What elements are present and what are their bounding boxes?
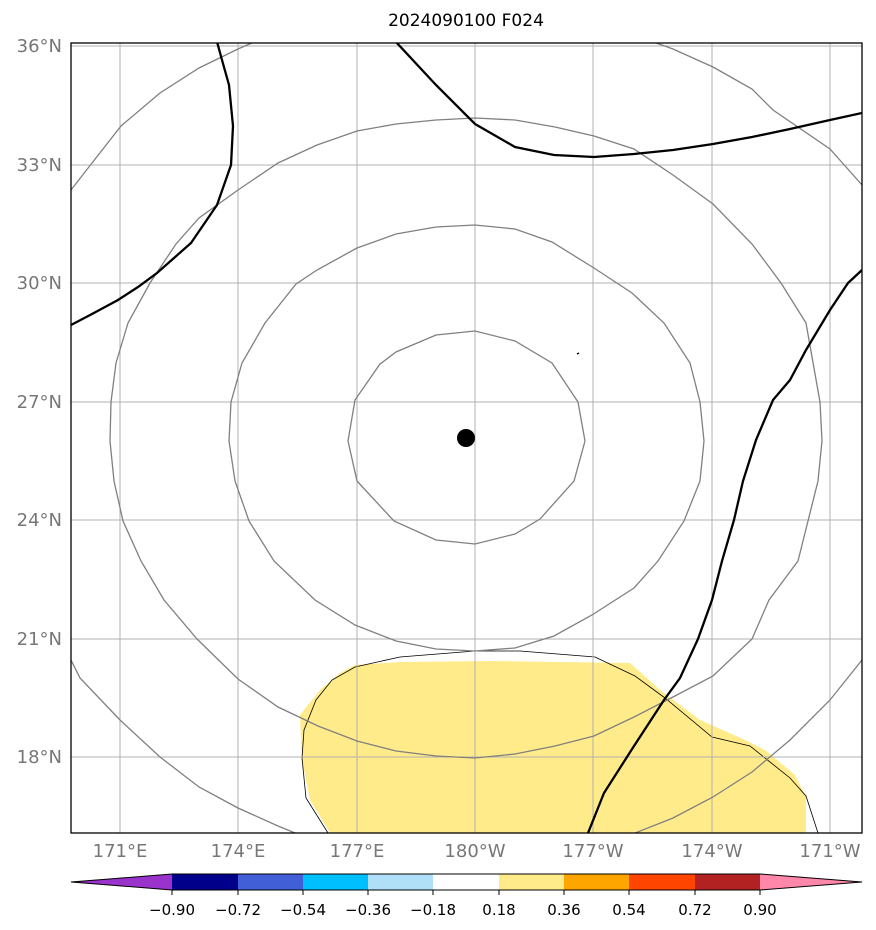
colorbar-bin-9: [695, 874, 760, 890]
lat-label-21: 21°N: [17, 629, 62, 650]
lat-label-30: 30°N: [17, 273, 62, 294]
colorbar-label-7: 0.36: [547, 901, 580, 919]
lat-label-18: 18°N: [17, 747, 62, 768]
small-contour-fragment: [576, 352, 580, 355]
colorbar-bin-2: [238, 874, 303, 890]
plot-frame: [70, 42, 863, 834]
colorbar-label-4: −0.36: [345, 901, 391, 919]
lat-label-33: 33°N: [17, 155, 62, 176]
longitude-labels: 171°E 174°E 177°E 180°W 177°W 174°W 171°…: [93, 841, 861, 862]
colorbar-extend-low: [71, 874, 172, 890]
contour-lines: [71, 43, 862, 833]
colorbar-bin-3: [303, 874, 368, 890]
colorbar-ticks: [171, 890, 761, 895]
colorbar-extend-high: [760, 874, 862, 890]
lon-label-180w: 180°W: [444, 841, 505, 862]
colorbar: −0.90 −0.72 −0.54 −0.36 −0.18 0.18 0.36 …: [70, 873, 863, 919]
storm-center-marker: [457, 429, 475, 447]
lon-label-174w: 174°W: [681, 841, 742, 862]
colorbar-label-2: −0.72: [215, 901, 261, 919]
colorbar-bin-4: [368, 874, 433, 890]
map-title: 2024090100 F024: [388, 11, 544, 31]
contour-line-east: [586, 269, 862, 833]
lon-label-177e: 177°E: [330, 841, 385, 862]
range-ring-1: [347, 330, 586, 545]
colorbar-bin-7: [564, 874, 629, 890]
range-ring-2: [228, 224, 705, 652]
colorbar-label-6: 0.18: [482, 901, 515, 919]
field-outline: [301, 650, 819, 833]
colorbar-bin-1: [172, 874, 238, 890]
lat-label-36: 36°N: [17, 36, 62, 57]
graticule: [71, 43, 862, 833]
contour-line-nw: [71, 43, 235, 327]
colorbar-bin-6: [499, 874, 564, 890]
lon-label-177w: 177°W: [562, 841, 623, 862]
colorbar-bin-8: [629, 874, 695, 890]
lat-label-27: 27°N: [17, 392, 62, 413]
colorbar-label-10: 0.90: [743, 901, 776, 919]
colorbar-label-9: 0.72: [678, 901, 711, 919]
range-ring-4: [71, 43, 862, 833]
contour-line-north: [395, 43, 862, 159]
range-ring-3: [109, 117, 823, 759]
plot-area: [71, 43, 862, 833]
lon-label-171w: 171°W: [799, 841, 860, 862]
colorbar-label-5: −0.18: [410, 901, 456, 919]
colorbar-bin-5: [433, 874, 499, 890]
lon-label-171e: 171°E: [93, 841, 148, 862]
latitude-labels: 36°N 33°N 30°N 27°N 24°N 21°N 18°N: [17, 36, 62, 768]
range-rings: [71, 43, 862, 833]
colorbar-label-8: 0.54: [612, 901, 645, 919]
lat-label-24: 24°N: [17, 510, 62, 531]
lon-label-174e: 174°E: [211, 841, 266, 862]
colorbar-label-1: −0.90: [149, 901, 195, 919]
colorbar-label-3: −0.54: [280, 901, 326, 919]
